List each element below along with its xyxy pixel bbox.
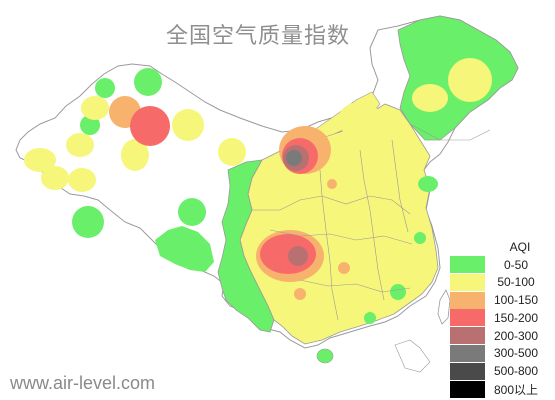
province-boundaries — [252, 123, 491, 321]
zone-yellow-northeast — [448, 58, 492, 102]
taiwan-outline — [437, 289, 451, 325]
legend-swatch — [450, 327, 485, 345]
zone-orange-small-3 — [327, 179, 337, 189]
zone-green-south-3 — [414, 232, 426, 244]
zone-brown-sichuan — [288, 246, 308, 266]
legend-label: 300-500 — [493, 346, 539, 361]
zone-yellow-hebei — [338, 102, 382, 138]
legend-item: 800以上 — [450, 380, 550, 398]
zone-red-xinjiang — [130, 106, 170, 146]
legend-label: 150-200 — [493, 310, 539, 325]
legend-swatch — [450, 256, 485, 273]
zone-yellow-8 — [218, 138, 246, 166]
zone-yellow-northeast-2 — [412, 84, 448, 112]
zone-green-4 — [72, 206, 104, 238]
legend-item: 150-200 — [450, 309, 550, 327]
zone-orange-small-2 — [294, 288, 306, 300]
region-green-west — [217, 159, 275, 333]
legend-swatch — [450, 273, 485, 291]
aqi-legend: AQI 0-50 50-100 100-150 150-200 200-300 … — [450, 238, 550, 398]
zone-green-south-2 — [364, 312, 376, 324]
legend-swatch — [450, 380, 485, 398]
zone-yellow-1 — [81, 96, 109, 120]
legend-title: AQI — [509, 240, 531, 254]
region-green-southwest — [155, 226, 214, 272]
zone-gray-north — [286, 150, 302, 166]
zone-yellow-5 — [68, 168, 96, 192]
legend-label: 0-50 — [503, 257, 529, 272]
map-title: 全国空气质量指数 — [166, 24, 351, 49]
legend-label: 500-800 — [493, 364, 539, 379]
legend-swatch — [450, 291, 485, 309]
legend-label: 800以上 — [493, 382, 539, 397]
legend-item: 500-800 — [450, 362, 550, 380]
zone-green-5 — [178, 198, 206, 226]
zone-yellow-2 — [66, 133, 94, 157]
zone-green-6 — [424, 32, 456, 68]
zone-green-2 — [95, 78, 115, 98]
legend-item: 200-300 — [450, 327, 550, 345]
legend-swatch — [450, 362, 485, 380]
source-watermark: www.air-level.com — [10, 373, 156, 393]
legend-label: 100-150 — [493, 293, 539, 308]
legend-item: 50-100 — [450, 273, 550, 291]
legend-swatch — [450, 344, 485, 362]
zone-orange-small — [338, 262, 350, 274]
zone-green-1 — [134, 68, 162, 96]
zone-green-hainan — [316, 348, 334, 364]
zone-yellow-7 — [172, 109, 204, 141]
legend-item: 300-500 — [450, 344, 550, 362]
legend-label: 50-100 — [497, 275, 535, 290]
legend-label: 200-300 — [493, 328, 539, 343]
zone-yellow-4 — [41, 166, 69, 190]
south-sea-outline — [394, 339, 431, 373]
zone-green-south-1 — [390, 284, 406, 300]
legend-item: 100-150 — [450, 291, 550, 309]
legend-swatch — [450, 309, 485, 327]
zone-yellow-6 — [121, 139, 149, 171]
zone-yellow-3 — [24, 148, 56, 172]
zone-green-east — [418, 176, 438, 192]
legend-item: 0-50 — [450, 256, 550, 273]
